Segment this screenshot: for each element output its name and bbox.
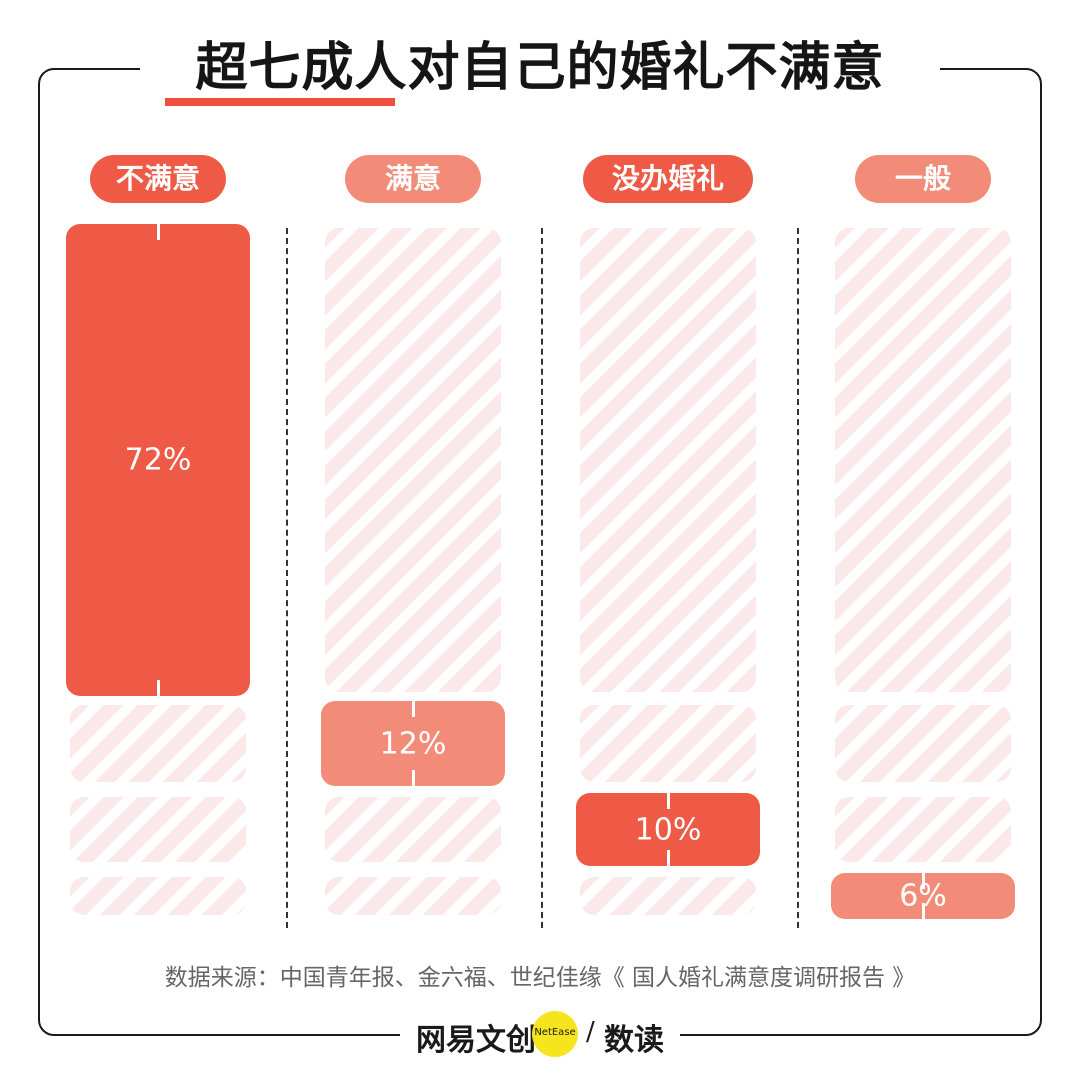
column-divider bbox=[797, 228, 799, 928]
bar: 72% bbox=[66, 224, 250, 696]
bar-tick bbox=[156, 680, 160, 696]
empty-slot bbox=[70, 705, 246, 782]
bar-tick bbox=[156, 224, 160, 240]
brand-separator: / bbox=[586, 1017, 595, 1047]
category-label: 一般 bbox=[855, 155, 991, 203]
bar-tick bbox=[666, 850, 670, 866]
data-source-note: 数据来源：中国青年报、金六福、世纪佳缘《 国人婚礼满意度调研报告 》 bbox=[164, 965, 916, 991]
empty-slot bbox=[835, 228, 1011, 692]
category-label: 不满意 bbox=[90, 155, 226, 203]
empty-slot bbox=[580, 228, 756, 692]
title-underline bbox=[165, 98, 395, 106]
brand-name: 网易文创 bbox=[416, 1023, 536, 1058]
chart-title: 超七成人对自己的婚礼不满意 bbox=[140, 28, 940, 108]
empty-slot bbox=[835, 705, 1011, 782]
bar-value-label: 10% bbox=[634, 812, 702, 847]
bar: 6% bbox=[831, 873, 1015, 919]
brand-dot-icon bbox=[532, 1011, 578, 1057]
bar-tick bbox=[411, 770, 415, 786]
empty-slot bbox=[325, 228, 501, 692]
footer-logo: 网易文创 NetEase / 数读 bbox=[400, 1005, 680, 1065]
brand-en: NetEase bbox=[534, 1027, 576, 1038]
category-label: 没办婚礼 bbox=[583, 155, 753, 203]
bar: 10% bbox=[576, 793, 760, 866]
brand-sub: 数读 bbox=[604, 1023, 664, 1058]
bar-value-label: 72% bbox=[124, 442, 192, 478]
bar-tick bbox=[921, 873, 925, 889]
empty-slot bbox=[325, 797, 501, 862]
bar-tick bbox=[666, 793, 670, 809]
bar: 12% bbox=[321, 701, 505, 786]
category-label: 满意 bbox=[345, 155, 481, 203]
empty-slot bbox=[835, 797, 1011, 862]
bar-value-label: 6% bbox=[899, 878, 947, 914]
empty-slot bbox=[70, 877, 246, 915]
empty-slot bbox=[580, 705, 756, 782]
empty-slot bbox=[70, 797, 246, 862]
bar-value-label: 12% bbox=[379, 726, 447, 761]
column-divider bbox=[541, 228, 543, 928]
bar-tick bbox=[921, 903, 925, 919]
bar-tick bbox=[411, 701, 415, 717]
empty-slot bbox=[580, 877, 756, 915]
column-divider bbox=[286, 228, 288, 928]
empty-slot bbox=[325, 877, 501, 915]
